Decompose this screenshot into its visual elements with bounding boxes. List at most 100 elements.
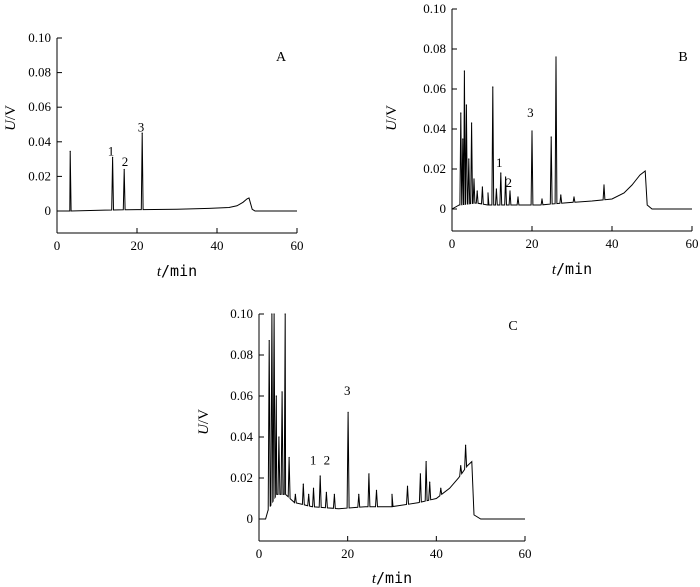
peak-point (294, 493, 296, 495)
peak-annotation: 2 (122, 154, 129, 169)
y-tick-label: 0.02 (230, 470, 253, 485)
peak-point (391, 493, 393, 495)
y-tick-label: 0 (45, 203, 52, 218)
peak-point (141, 132, 143, 134)
x-axis-variable: t (372, 571, 377, 587)
peak-point (460, 112, 462, 114)
peak-annotation: 3 (344, 383, 351, 398)
peak-point (419, 473, 421, 475)
y-axis-label: U/V (3, 105, 19, 131)
peak-point (425, 461, 427, 463)
x-tick-label: 60 (686, 236, 699, 251)
peak-point (471, 122, 473, 124)
peak-point (333, 493, 335, 495)
chromatogram-trace (451, 56, 692, 210)
peak-point (312, 487, 315, 489)
peak-point (358, 493, 360, 495)
peak-annotation: 2 (324, 453, 331, 468)
y-axis-unit: /V (3, 105, 19, 120)
peak-point (573, 196, 575, 198)
peak-point (487, 192, 489, 194)
y-tick-label: 0.06 (230, 388, 253, 403)
peak-point (555, 56, 557, 58)
y-tick-label: 0.08 (423, 41, 446, 56)
x-tick-label: 0 (256, 546, 263, 561)
x-axis-label: t/min (372, 569, 412, 587)
y-tick-label: 0.10 (230, 306, 253, 321)
peak-point (308, 493, 310, 495)
x-tick-label: 0 (54, 238, 61, 253)
y-tick-label: 0.08 (28, 65, 51, 80)
x-axis-label: t/min (552, 260, 592, 278)
y-tick-label: 0 (247, 511, 254, 526)
x-tick-label: 20 (341, 546, 354, 561)
y-tick-label: 0.04 (230, 429, 253, 444)
peak-annotation: 1 (108, 144, 115, 159)
peak-point (278, 436, 280, 438)
peak-annotation: 3 (138, 119, 145, 134)
x-axis-label: t/min (157, 262, 197, 280)
panel-label: A (276, 50, 287, 65)
y-tick-label: 0.10 (28, 30, 51, 45)
chart-panel-c: 0 0.02 0.04 0.06 0.08 0.10 0 20 40 60 t/min U/V 1 2 3 C (196, 306, 532, 587)
x-axis-unit: /min (556, 260, 592, 278)
y-axis-variable: U (196, 423, 212, 435)
peak-annotation: 3 (527, 105, 534, 120)
y-axis-variable: U (384, 119, 400, 131)
y-axis-unit: /V (196, 409, 212, 424)
peak-point (495, 188, 497, 190)
peak-point (505, 176, 507, 178)
y-axis-label: U/V (196, 409, 212, 435)
peak-point (440, 487, 442, 489)
x-axis-variable: t (157, 264, 162, 280)
peak-point (347, 411, 349, 413)
peak-point (463, 70, 465, 72)
y-tick-label: 0.02 (28, 168, 51, 183)
peak-annotation: 2 (506, 175, 513, 190)
peak-point (465, 104, 467, 106)
x-tick-label: 60 (291, 238, 304, 253)
y-tick-label: 0.06 (28, 99, 51, 114)
y-tick-label: 0.04 (423, 121, 446, 136)
y-tick-label: 0.10 (423, 1, 446, 16)
x-axis-unit: /min (161, 262, 197, 280)
peak-point (531, 130, 533, 132)
y-axis-label: U/V (384, 105, 400, 131)
x-tick-label: 40 (606, 236, 619, 251)
peak-point (468, 158, 470, 160)
peak-point (281, 391, 283, 393)
x-tick-label: 0 (449, 236, 456, 251)
peak-point (275, 395, 277, 397)
peak-point (500, 172, 502, 174)
peak-point (517, 196, 519, 198)
chromatogram-trace (259, 313, 525, 520)
chart-panel-b: 0 0.02 0.04 0.06 0.08 0.10 0 20 40 60 t/min U/V 12 3 B (384, 1, 699, 278)
peak-point (271, 313, 273, 315)
peak-point (112, 156, 114, 158)
peak-point (273, 313, 275, 315)
peak-point (481, 186, 483, 188)
y-tick-label: 0.02 (423, 161, 446, 176)
chart-panel-a: 0 0.02 0.04 0.06 0.08 0.10 0 20 40 60 t/min U/V 12 3 A (3, 30, 304, 280)
peak-point (123, 168, 125, 171)
peak-point (288, 456, 290, 459)
peak-point (550, 136, 552, 138)
peak-point (473, 178, 475, 180)
peak-point (464, 444, 467, 446)
peak-annotation: 1 (496, 155, 503, 170)
x-axis-variable: t (552, 262, 557, 278)
peak-point (406, 485, 409, 487)
peak-point (429, 481, 431, 483)
x-tick-label: 20 (131, 238, 144, 253)
peak-point (368, 473, 370, 475)
y-tick-label: 0 (440, 201, 447, 216)
peak-point (603, 184, 605, 186)
peak-point (509, 190, 511, 192)
y-tick-label: 0.04 (28, 134, 51, 149)
y-axis-unit: /V (384, 105, 400, 120)
peak-point (492, 86, 494, 88)
x-tick-label: 40 (211, 238, 224, 253)
peak-point (560, 194, 562, 196)
panel-label: C (508, 319, 517, 334)
